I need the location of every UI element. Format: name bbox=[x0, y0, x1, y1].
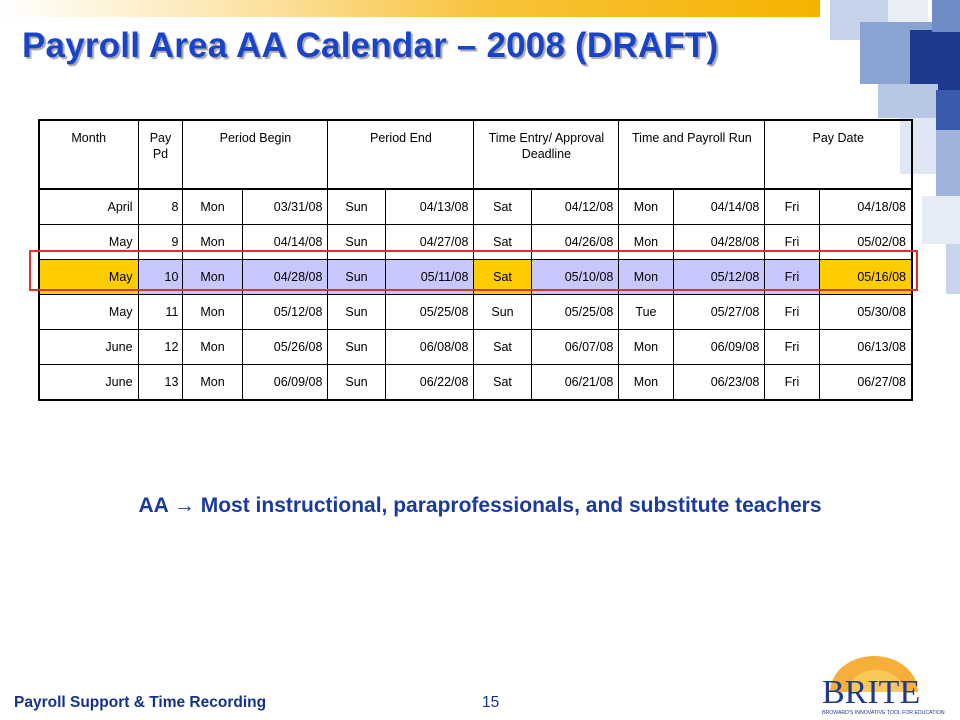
table-cell: 06/21/08 bbox=[530, 364, 620, 401]
table-cell: Sun bbox=[327, 294, 386, 330]
table-cell: 9 bbox=[137, 224, 184, 260]
table-cell: May bbox=[37, 294, 139, 330]
table-cell: 04/27/08 bbox=[384, 224, 475, 260]
table-cell: Mon bbox=[182, 224, 243, 260]
table-row: April 8 Mon 03/31/08 Sun 04/13/08 Sat 04/12/08 M… bbox=[37, 188, 913, 225]
table-cell: 03/31/08 bbox=[241, 188, 329, 225]
table-cell: 04/14/08 bbox=[672, 188, 766, 225]
table-cell: 06/23/08 bbox=[672, 364, 766, 401]
table-cell: Fri bbox=[764, 294, 820, 330]
table-cell: 05/16/08 bbox=[818, 259, 913, 295]
table-cell: Mon bbox=[618, 364, 674, 401]
table-cell: 06/22/08 bbox=[384, 364, 475, 401]
table-cell: Mon bbox=[182, 294, 243, 330]
table-cell: 04/28/08 bbox=[672, 224, 766, 260]
table-cell: 8 bbox=[137, 188, 184, 225]
table-cell: Sun bbox=[473, 294, 532, 330]
table-row: June 12 Mon 05/26/08 Sun 06/08/08 Sat 06/07/08 M… bbox=[37, 329, 913, 365]
header-row: Month Pay Pd Period Begin Period End Time En… bbox=[37, 119, 914, 190]
table-cell: Mon bbox=[618, 188, 674, 225]
table-cell: 05/02/08 bbox=[818, 224, 913, 260]
note-text: AA → Most instructional, paraprofessiona… bbox=[138, 494, 822, 517]
corner-decoration bbox=[830, 0, 960, 294]
column-header: Time Entry/ Approval Deadline bbox=[473, 119, 620, 190]
table-cell: April bbox=[37, 188, 139, 225]
table-cell: 05/27/08 bbox=[672, 294, 766, 330]
table-cell: 05/11/08 bbox=[384, 259, 475, 295]
page-number: 15 bbox=[482, 694, 500, 711]
table-cell: Fri bbox=[764, 329, 820, 365]
table-cell: June bbox=[37, 329, 139, 365]
table-cell: Sat bbox=[473, 329, 532, 365]
page-title: Payroll Area AA Calendar – 2008 (DRAFT) bbox=[22, 26, 719, 65]
table-cell: Sat bbox=[473, 224, 532, 260]
top-gradient-bar bbox=[0, 0, 820, 17]
footer-title: Payroll Support & Time Recording bbox=[14, 694, 267, 711]
table-cell: May bbox=[37, 224, 139, 260]
table-cell: 06/27/08 bbox=[818, 364, 913, 401]
table-cell: 06/09/08 bbox=[241, 364, 329, 401]
table-cell: Mon bbox=[182, 364, 243, 401]
svg-text:BRITE: BRITE bbox=[822, 674, 920, 711]
table-cell: 04/26/08 bbox=[530, 224, 620, 260]
table-cell: Tue bbox=[618, 294, 674, 330]
table-cell: 06/07/08 bbox=[530, 329, 620, 365]
table-row: May 10 Mon 04/28/08 Sun 05/11/08 Sat 05/10/08 Mo… bbox=[37, 259, 913, 295]
table-cell: Fri bbox=[764, 188, 820, 225]
table-cell: Mon bbox=[182, 188, 243, 225]
table-cell: 05/12/08 bbox=[672, 259, 766, 295]
column-header: Pay Pd bbox=[137, 119, 184, 190]
table-cell: Fri bbox=[764, 224, 820, 260]
column-header: Period Begin bbox=[182, 119, 329, 190]
table-cell: 04/18/08 bbox=[818, 188, 913, 225]
table-row: May 9 Mon 04/14/08 Sun 04/27/08 Sat 04/26/08 Mon… bbox=[37, 224, 913, 260]
column-header: Pay Date bbox=[764, 119, 914, 190]
table-cell: Sat bbox=[473, 259, 532, 295]
table-cell: 05/12/08 bbox=[241, 294, 329, 330]
table-cell: 06/09/08 bbox=[672, 329, 766, 365]
table-cell: June bbox=[37, 364, 139, 401]
table-row: May 11 Mon 05/12/08 Sun 05/25/08 Sun 05/25/08 Tu… bbox=[37, 294, 913, 330]
table-cell: 06/08/08 bbox=[384, 329, 475, 365]
table-cell: Mon bbox=[618, 259, 674, 295]
table-cell: 04/13/08 bbox=[384, 188, 475, 225]
table-cell: Sun bbox=[327, 329, 386, 365]
table-cell: 04/28/08 bbox=[241, 259, 329, 295]
table-cell: 11 bbox=[137, 294, 184, 330]
table-cell: Sun bbox=[327, 364, 386, 401]
table-cell: Sun bbox=[327, 259, 386, 295]
table-cell: 05/10/08 bbox=[530, 259, 620, 295]
table-cell: 10 bbox=[137, 259, 184, 295]
table-cell: Mon bbox=[182, 329, 243, 365]
table-cell: Sat bbox=[473, 188, 532, 225]
table-cell: 13 bbox=[137, 364, 184, 401]
table-cell: Sun bbox=[327, 188, 386, 225]
table-cell: May bbox=[37, 259, 139, 295]
table-cell: Sat bbox=[473, 364, 532, 401]
table-cell: Fri bbox=[764, 259, 820, 295]
brite-logo: BRITE BROWARD'S INNOVATIVE TOOL FOR EDUC… bbox=[822, 656, 945, 716]
table-cell: 04/14/08 bbox=[241, 224, 329, 260]
table-cell: 05/30/08 bbox=[818, 294, 913, 330]
table-cell: Mon bbox=[618, 329, 674, 365]
svg-text:BROWARD'S INNOVATIVE TOOL FOR: BROWARD'S INNOVATIVE TOOL FOR EDUCATION bbox=[822, 710, 945, 716]
table-row: June 13 Mon 06/09/08 Sun 06/22/08 Sat 06/21/08 M… bbox=[37, 364, 913, 401]
area-note: AA → Most instructional, paraprofessiona… bbox=[0, 494, 960, 518]
table-cell: 04/12/08 bbox=[530, 188, 620, 225]
table-cell: 05/25/08 bbox=[530, 294, 620, 330]
table-cell: Mon bbox=[182, 259, 243, 295]
table-cell: Fri bbox=[764, 364, 820, 401]
table-cell: 05/26/08 bbox=[241, 329, 329, 365]
table-cell: 05/25/08 bbox=[384, 294, 475, 330]
column-header: Time and Payroll Run bbox=[618, 119, 766, 190]
column-header: Period End bbox=[327, 119, 475, 190]
table-cell: 06/13/08 bbox=[818, 329, 913, 365]
table-cell: Mon bbox=[618, 224, 674, 260]
table-cell: Sun bbox=[327, 224, 386, 260]
column-header: Month bbox=[37, 119, 139, 190]
payroll-calendar-table: Month Pay Pd Period Begin Period End Time En… bbox=[37, 119, 914, 401]
table-cell: 12 bbox=[137, 329, 184, 365]
